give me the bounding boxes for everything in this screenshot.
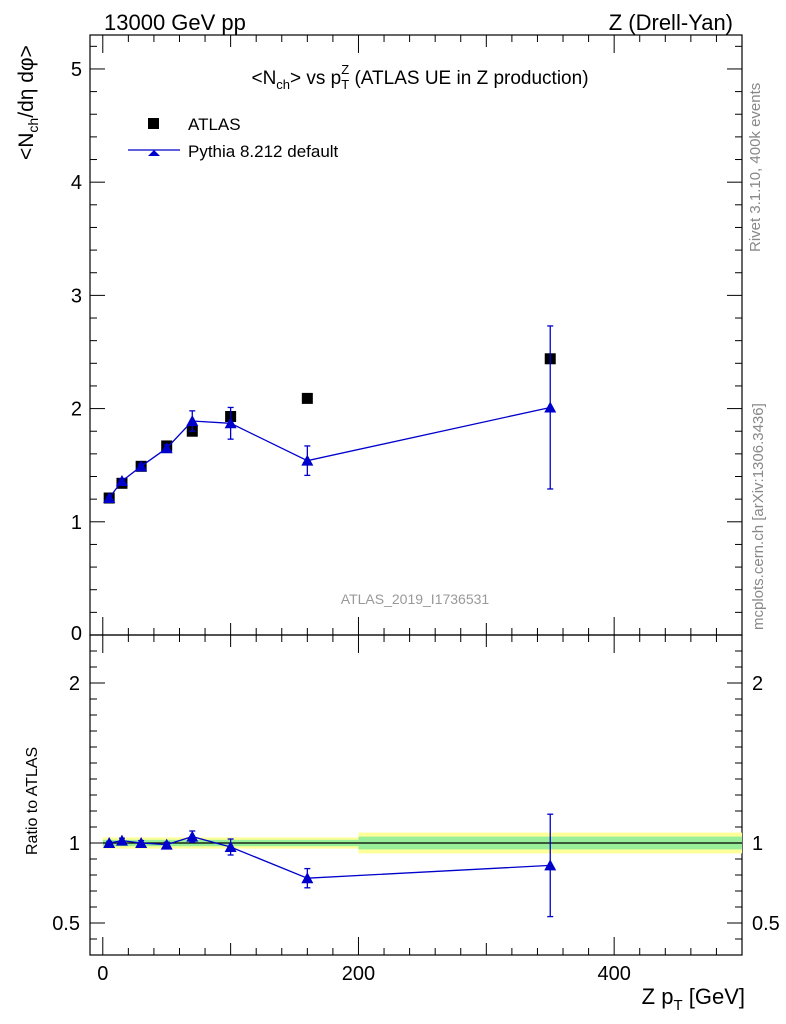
y-tick-label-right: 1 — [752, 833, 763, 855]
energy-label: 13000 GeV pp — [104, 10, 246, 35]
x-tick-label: 0 — [97, 963, 108, 985]
pythia-ratio-point — [103, 837, 116, 848]
y-tick-label: 0.5 — [52, 913, 80, 935]
pythia-ratio-point — [135, 837, 148, 848]
legend-label-pythia: Pythia 8.212 default — [188, 142, 339, 161]
pythia-main-point — [115, 475, 128, 487]
legend-label-atlas: ATLAS — [188, 115, 241, 134]
y-tick-label: 1 — [71, 512, 82, 534]
analysis-watermark: ATLAS_2019_I1736531 — [341, 591, 490, 607]
legend-marker-pythia — [148, 150, 160, 156]
rivet-label: Rivet 3.1.10, 400k events — [747, 83, 764, 252]
pythia-main-point — [160, 442, 173, 454]
mcplots-label: mcplots.cern.ch [arXiv:1306.3436] — [750, 403, 767, 630]
pythia-main-point — [224, 417, 237, 429]
main-ylabel: <Nch/dη dφ> — [15, 45, 41, 160]
legend: ATLAS Pythia 8.212 default — [128, 115, 339, 161]
y-tick-label: 5 — [71, 59, 82, 81]
pythia-ratio-point — [186, 830, 199, 842]
pythia-ratio-point — [224, 841, 237, 852]
pythia-ratio-point — [544, 859, 557, 871]
ratio-plot-panel: 0 200 400 0.5 0.5 1 1 2 2 — [52, 634, 780, 985]
ratio-ylabel: Ratio to ATLAS — [24, 747, 41, 855]
pythia-main-point — [544, 401, 557, 413]
ratio-frame — [89, 634, 743, 956]
pythia-ratio-point — [301, 872, 314, 884]
y-tick-label: 4 — [71, 172, 82, 194]
pythia-main-point — [301, 454, 314, 466]
plot-title: <Nch> vs pTZ (ATLAS UE in Z production) — [251, 62, 588, 92]
atlas-data-point — [301, 392, 313, 404]
main-plot-panel: 0 1 2 3 4 5 — [71, 34, 743, 645]
pythia-ratio-point — [115, 834, 128, 846]
y-tick-label-right: 0.5 — [752, 913, 780, 935]
y-tick-label: 0 — [71, 623, 82, 645]
y-tick-label: 2 — [71, 399, 82, 421]
y-tick-label: 3 — [71, 285, 82, 307]
pythia-main-point — [103, 492, 116, 504]
pythia-ratio-point — [160, 838, 173, 850]
pythia-main-point — [186, 415, 199, 427]
x-tick-label: 200 — [342, 963, 375, 985]
pythia-main-line — [108, 406, 551, 499]
y-tick-label-right: 2 — [752, 673, 763, 695]
x-tick-label: 400 — [597, 963, 630, 985]
ratio-xlabel: Z pT [GeV] — [642, 984, 745, 1014]
y-tick-label: 1 — [69, 833, 80, 855]
y-tick-label: 2 — [69, 673, 80, 695]
pythia-main-point — [135, 460, 148, 472]
process-label: Z (Drell-Yan) — [609, 10, 733, 35]
legend-marker-atlas — [148, 118, 159, 129]
